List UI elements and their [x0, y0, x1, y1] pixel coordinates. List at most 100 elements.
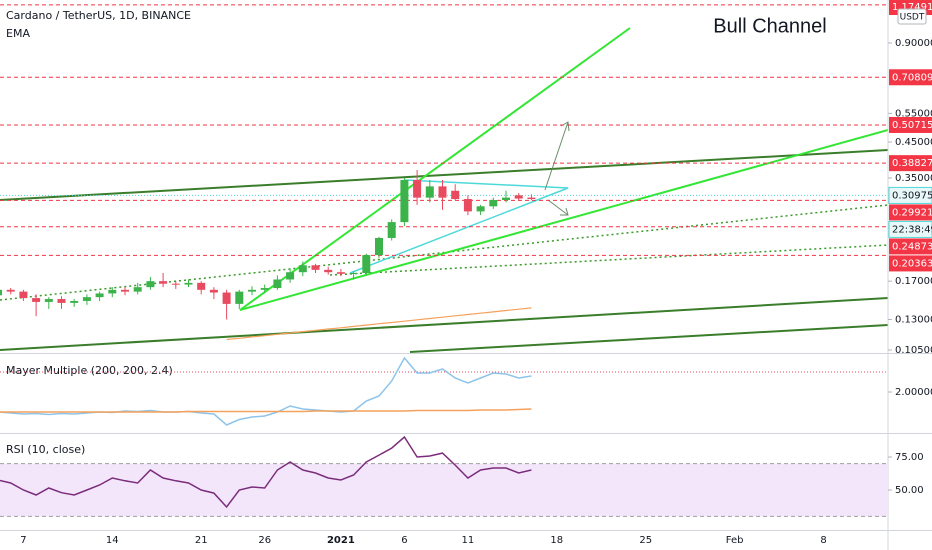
price-label: 22:38:49 [892, 224, 932, 235]
price-label: 0.29921 [892, 207, 932, 218]
candle-body [489, 199, 498, 207]
price-label-bg [889, 155, 932, 172]
arrow [547, 199, 569, 216]
candle-body [311, 265, 320, 270]
candle-body [375, 237, 383, 256]
arrow [544, 121, 569, 191]
candle-body [209, 289, 218, 293]
x-tick-label: 26 [258, 535, 271, 546]
candle-body [0, 289, 2, 296]
indicator-pane [0, 356, 888, 426]
candle-body [286, 272, 295, 280]
candle-body [171, 283, 180, 285]
candle-body [362, 255, 371, 273]
x-tick-label: 6 [401, 535, 407, 546]
pane-title: Mayer Multiple (200, 200, 2.4) [6, 364, 173, 377]
price-label-bg [889, 204, 932, 221]
candle-body [438, 186, 447, 198]
candle-body [222, 292, 231, 304]
candle-body [159, 281, 168, 284]
x-tick-label: 7 [20, 535, 26, 546]
price-pane [0, 4, 888, 341]
y-tick-label: 0.10500 [895, 345, 932, 356]
candle-body [324, 269, 333, 273]
arrow-head [560, 207, 569, 216]
rsi-band [0, 463, 888, 517]
candle-body [502, 197, 510, 200]
trend-line [409, 324, 888, 353]
candle-body [413, 180, 422, 198]
symbol-title: Cardano / TetherUS, 1D, BINANCE [6, 9, 191, 22]
currency: USDT [900, 13, 925, 23]
pane-title: RSI (10, close) [6, 443, 85, 456]
channel-line [239, 129, 888, 311]
indicator-line [0, 356, 532, 426]
price-label-bg [888, 186, 932, 204]
candle-body [248, 289, 256, 292]
price-label-bg [889, 116, 932, 133]
candle-body [57, 299, 66, 303]
x-tick-label: 21 [195, 535, 208, 546]
price-label-bg [888, 220, 932, 238]
candle-body [260, 288, 269, 290]
candle-body [273, 279, 282, 289]
y-tick-label: 75.00 [895, 452, 924, 463]
x-tick-label: 2021 [327, 535, 355, 546]
candle-body [44, 299, 53, 302]
candle-body [95, 293, 104, 298]
candle-body [451, 190, 460, 200]
indicator-pane [0, 435, 888, 517]
candle-body [349, 272, 358, 274]
x-tick-label: 8 [820, 535, 826, 546]
ema-line [226, 307, 532, 341]
trend-line [0, 297, 888, 351]
candle-body [336, 272, 345, 274]
candle-body [133, 287, 142, 292]
x-tick-label: 25 [639, 535, 652, 546]
candle-body [32, 298, 41, 302]
candle-body [476, 206, 485, 212]
annotation: Bull Channel [713, 15, 826, 37]
trend-line [329, 244, 888, 276]
price-label-bg [889, 238, 932, 255]
candle-body [425, 186, 434, 198]
candle-body [121, 289, 129, 292]
x-tick-label: Feb [726, 535, 744, 546]
indicator-title: EMA [6, 27, 30, 40]
price-label: 0.50715 [892, 120, 932, 131]
candle-body [19, 291, 28, 299]
y-tick-label: 2.00000 [895, 387, 932, 398]
channel-line [239, 27, 631, 311]
trend-line [0, 149, 888, 201]
candle-body [70, 300, 79, 303]
triangle [349, 179, 569, 274]
candle-body [146, 281, 155, 288]
candle-body [6, 289, 15, 292]
candle-body [463, 199, 472, 212]
candle-body [400, 180, 409, 223]
candle-body [298, 265, 307, 273]
price-label: 1.17491 [892, 2, 932, 13]
price-label: 0.70809 [892, 72, 932, 83]
candle-body [387, 222, 396, 238]
candle-body [235, 291, 244, 304]
price-label: 0.24873 [892, 241, 932, 252]
indicator-line [0, 408, 532, 413]
candle-body [197, 282, 206, 290]
price-label-bg [889, 69, 932, 86]
candle-body [108, 289, 117, 294]
candle-body [184, 282, 193, 285]
price-label: 0.30975 [892, 190, 932, 201]
price-label: 0.20363 [892, 258, 932, 269]
currency-box [897, 8, 927, 25]
indicator-line [0, 435, 532, 509]
y-tick-label: 50.00 [895, 485, 924, 496]
candle-body [514, 195, 523, 199]
